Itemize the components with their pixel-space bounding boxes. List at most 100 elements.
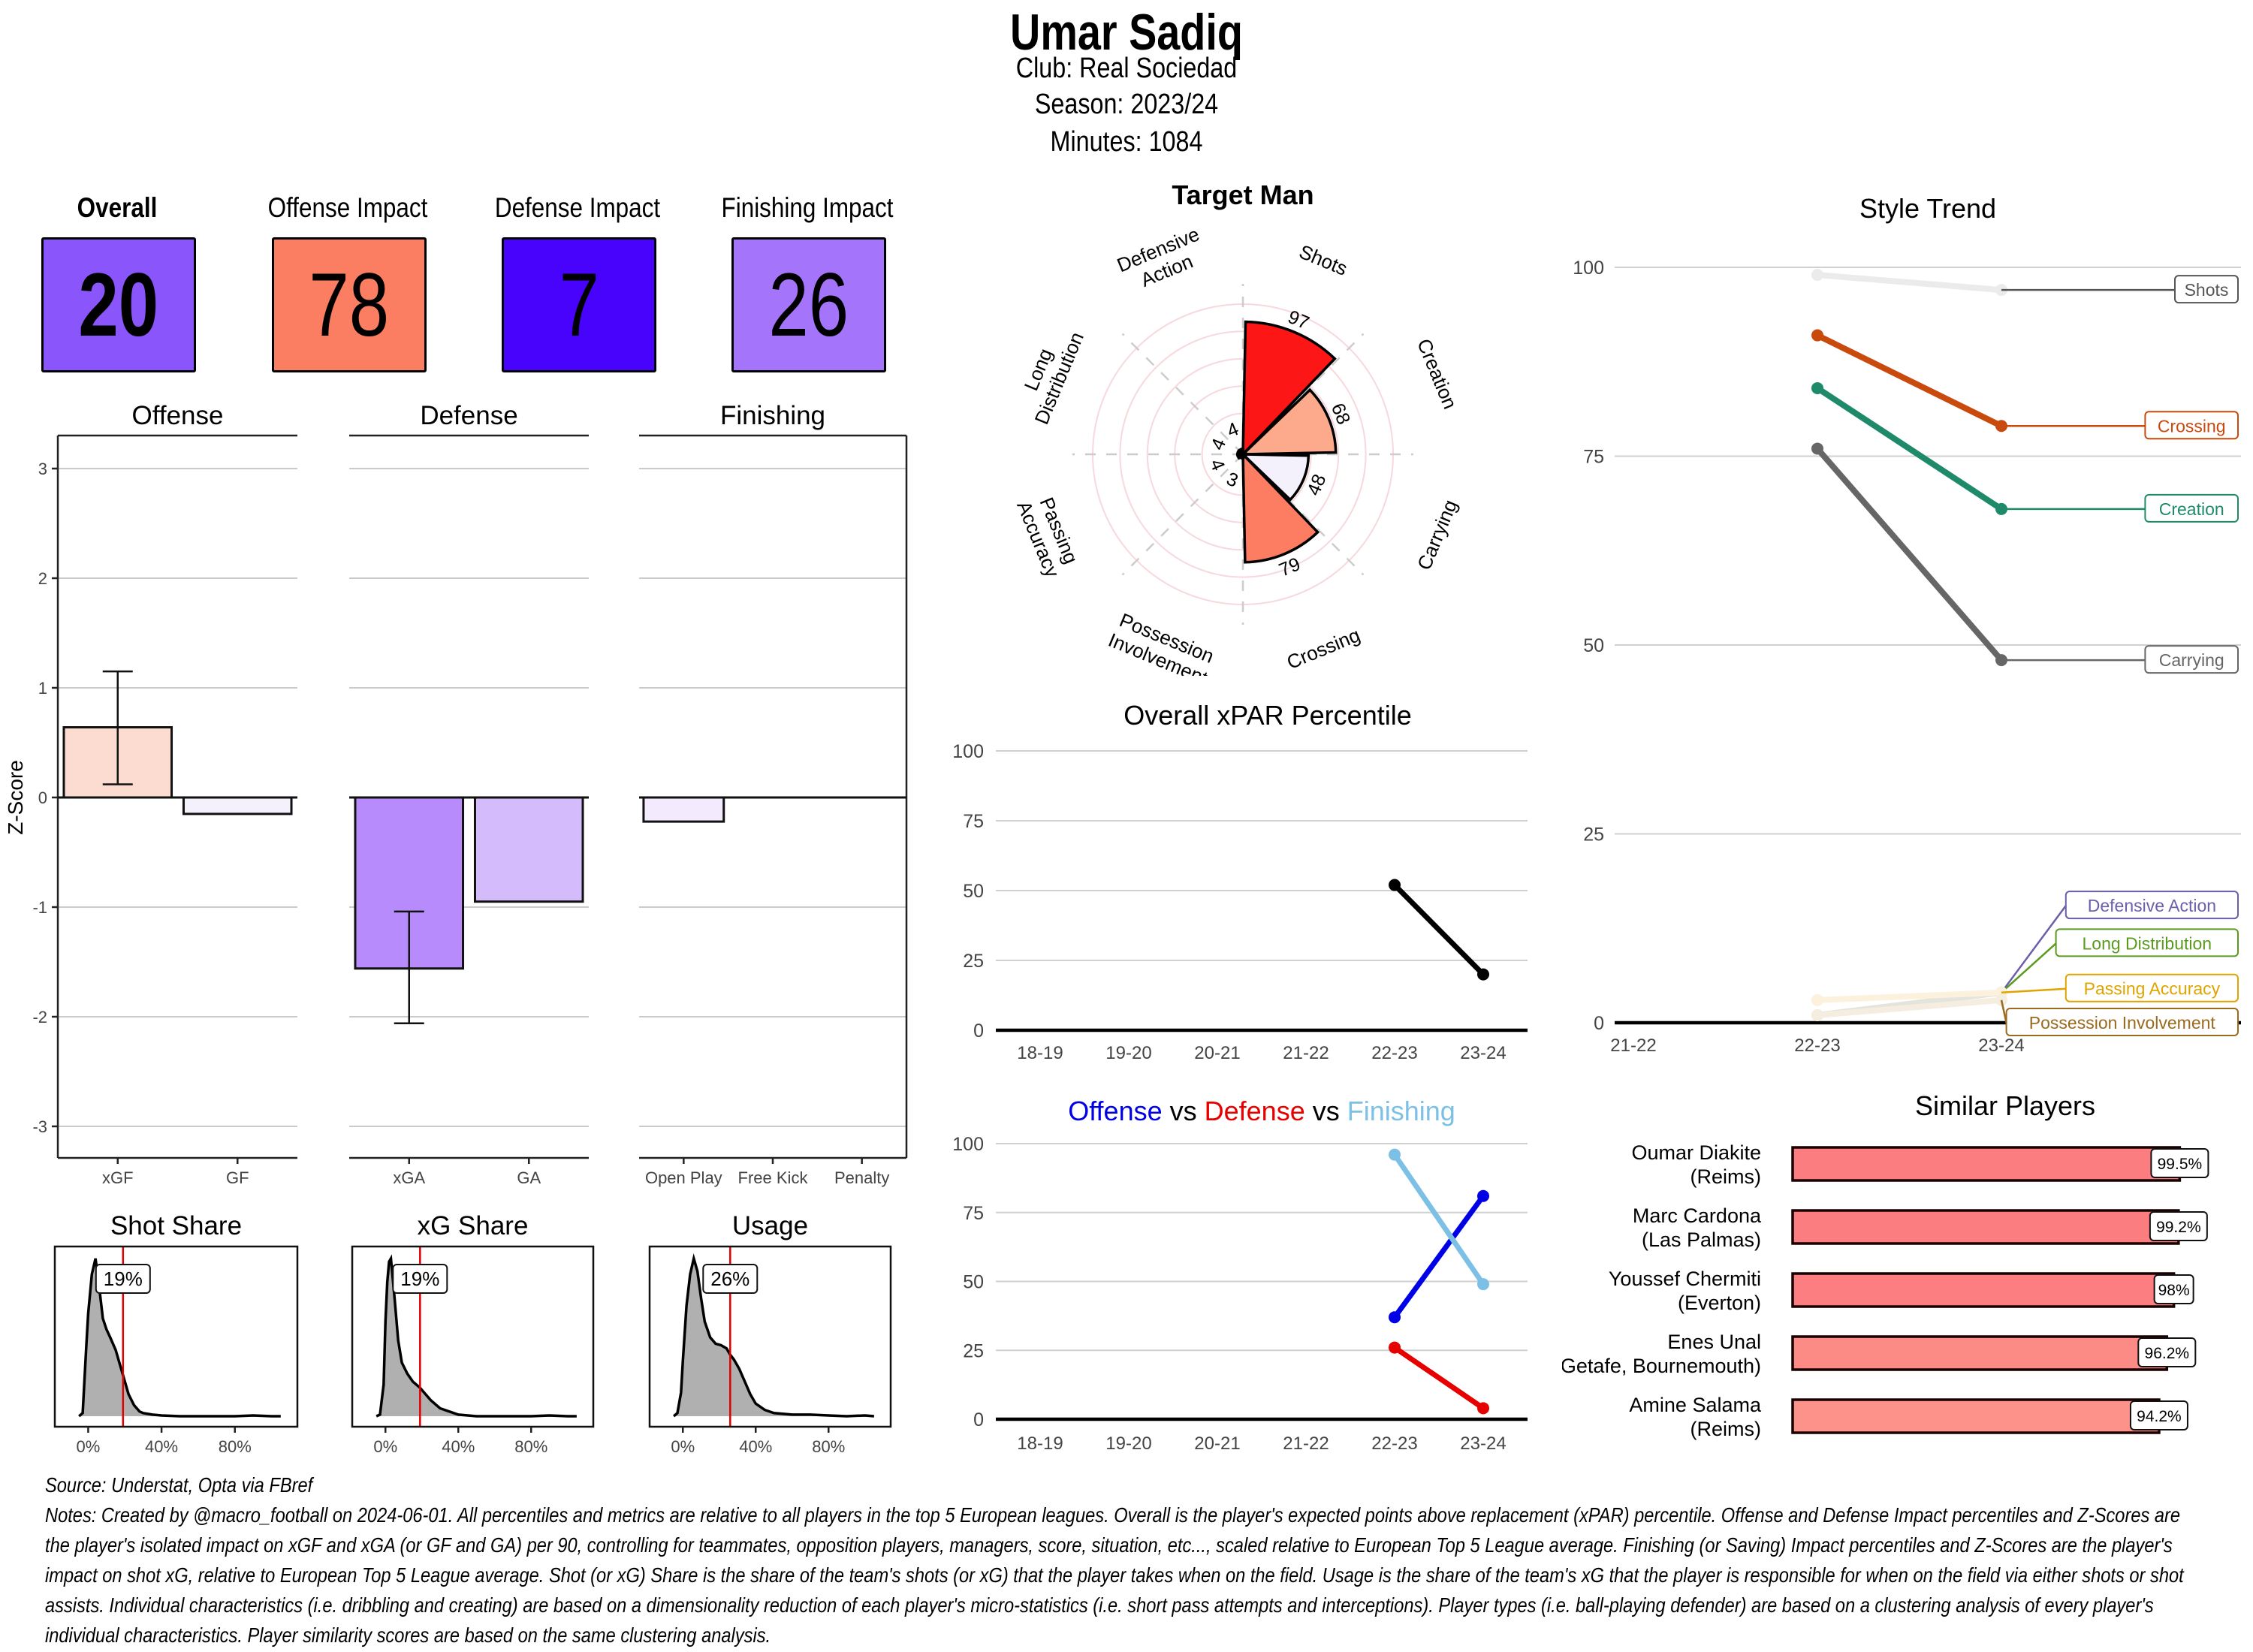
overall-score-value: 20	[78, 255, 159, 355]
facet-title: Offense	[132, 401, 224, 430]
radar-category-label-line: Crossing	[1283, 623, 1363, 674]
title-offense: Offense	[1068, 1096, 1162, 1126]
ovdvf-title: Offense vs Defense vs Finishing	[1068, 1096, 1455, 1126]
title-defense: Defense	[1197, 1096, 1305, 1126]
y-tick-label: 50	[963, 881, 984, 902]
notes-line-3: impact on shot xG, relative to European …	[45, 1563, 2184, 1587]
y-tick-label: 25	[963, 951, 984, 972]
facet-defense: Defense xGA GA	[349, 401, 589, 1187]
zscore-bar-chart: Z-Score Offense 3 2 1 0 -1 -2 -3 xGF GF Defense xGA G…	[4, 401, 908, 1187]
y-tick-label: 100	[952, 741, 984, 762]
x-tick-label: 23-24	[1978, 1036, 2024, 1056]
x-tick-label: 21-22	[1610, 1036, 1656, 1056]
similarity-label: 99.2%	[2156, 1219, 2201, 1236]
radar-spoke	[1121, 333, 1244, 455]
series-label-shots: Shots	[2185, 280, 2229, 300]
radar-category-label: Crossing	[1283, 623, 1363, 674]
finishing-impact-score-value: 26	[768, 255, 849, 355]
y-tick-label: -3	[32, 1117, 47, 1136]
x-tick-label: 21-22	[1283, 1043, 1329, 1063]
y-tick-label: 0	[973, 1020, 984, 1042]
x-tick-label: 21-22	[1283, 1433, 1329, 1454]
x-tick-label: 22-23	[1371, 1433, 1417, 1454]
notes-line-2: the player's isolated impact on xGF and …	[45, 1533, 2173, 1557]
x-tick-label: 22-23	[1371, 1043, 1417, 1063]
series-line-crossing	[1814, 332, 2004, 430]
x-tick-label: 0%	[373, 1437, 397, 1456]
series-label-long-distribution: Long Distribution	[2082, 933, 2212, 953]
similar-player-name: Oumar Diakite	[1631, 1141, 1761, 1164]
similar-player-club: (Everton)	[1678, 1292, 1761, 1314]
series-point-creation	[1811, 381, 1823, 394]
label-leader-possession-involvement	[2000, 999, 2007, 1023]
y-tick-label: 50	[963, 1272, 984, 1293]
label-leader-long-distribution	[2001, 942, 2057, 993]
y-tick-label: 3	[38, 460, 47, 478]
x-tick-label: GF	[226, 1168, 249, 1187]
series-point-passing-accuracy	[1811, 993, 1823, 1006]
bar-open-play	[642, 796, 725, 823]
marker-label: 19%	[400, 1268, 439, 1290]
density-line	[672, 1253, 875, 1418]
radar-spoke	[1121, 454, 1244, 576]
y-tick-label: 0	[38, 788, 47, 807]
facet-title: Finishing	[720, 401, 825, 430]
similarity-bar	[1791, 1272, 2176, 1308]
radar-category-label-line: Creation	[1413, 336, 1461, 412]
bar-gf	[182, 796, 293, 815]
finishing-impact-score-box: 26	[731, 237, 886, 372]
notes-line-1: Notes: Created by @macro_football on 202…	[45, 1503, 2181, 1527]
overall-label: Overall	[77, 192, 158, 223]
radar-grid-ring	[1119, 330, 1367, 578]
x-tick-label: 23-24	[1460, 1043, 1506, 1063]
y-tick-label: 75	[963, 811, 984, 832]
series-label-crossing: Crossing	[2158, 416, 2226, 436]
similarity-label-box	[2149, 1211, 2208, 1241]
similar-players-title: Similar Players	[1915, 1090, 2095, 1121]
series-label-box-creation	[2144, 493, 2239, 523]
source-note: Source: Understat, Opta via FBref	[45, 1473, 313, 1497]
minutes-line: Minutes: 1084	[1050, 126, 1203, 158]
similar-player-club: (Reims)	[1691, 1418, 1762, 1440]
similar-player-name: Marc Cardona	[1633, 1204, 1762, 1227]
marker-label-box	[392, 1264, 448, 1294]
series-line-finishing	[1392, 1152, 1486, 1287]
similarity-label: 96.2%	[2145, 1345, 2190, 1362]
density-area	[376, 1259, 577, 1416]
x-tick-label: 40%	[442, 1437, 475, 1456]
radar-title: Target Man	[1172, 179, 1313, 210]
x-tick-label: 80%	[514, 1437, 547, 1456]
series-point-crossing	[1811, 329, 1823, 342]
x-tick-label: 19-20	[1105, 1043, 1151, 1063]
x-tick-label: 23-24	[1460, 1433, 1506, 1454]
similarity-bar	[1791, 1146, 2182, 1182]
similarity-label-box	[2137, 1337, 2197, 1367]
title-vs: vs	[1163, 1096, 1197, 1126]
style-trend-title: Style Trend	[1859, 193, 1996, 224]
similarity-bar	[1791, 1209, 2180, 1245]
series-label-defensive-action: Defensive Action	[2088, 896, 2216, 915]
title-vs: vs	[1305, 1096, 1340, 1126]
y-tick-label: 0	[973, 1409, 984, 1430]
series-label-box-possession-involvement	[2005, 1008, 2239, 1036]
x-tick-label: 80%	[812, 1437, 845, 1456]
density-title: Shot Share	[110, 1211, 242, 1241]
y-tick-label: 1	[38, 679, 47, 698]
series-label-box-passing-accuracy	[2064, 973, 2239, 1002]
facet-finishing: Finishing Open Play Free Kick Penalty	[639, 401, 908, 1187]
radar-category-label: PossessionInvolvement	[1105, 607, 1220, 676]
panel-frame	[53, 1245, 299, 1428]
radar-category-label-line: Shots	[1296, 240, 1351, 280]
x-tick-label: 20-21	[1194, 1043, 1240, 1063]
radar-wedge-crossing	[1241, 451, 1320, 564]
offense-impact-label: Offense Impact	[267, 192, 428, 223]
offense-defense-finishing-chart: Offense vs Defense vs Finishing 0 25 50 75 10…	[952, 1096, 1528, 1454]
density-title: Usage	[732, 1211, 808, 1241]
series-point-shots	[1811, 269, 1823, 282]
style-radar-chart: Target Man97Shots68Creation48Carrying79C…	[1012, 179, 1461, 676]
x-tick-label: xGA	[393, 1168, 425, 1187]
offense-impact-score-value: 78	[309, 255, 390, 355]
series-label-passing-accuracy: Passing Accuracy	[2084, 979, 2221, 999]
similarity-label-box	[2129, 1400, 2188, 1430]
